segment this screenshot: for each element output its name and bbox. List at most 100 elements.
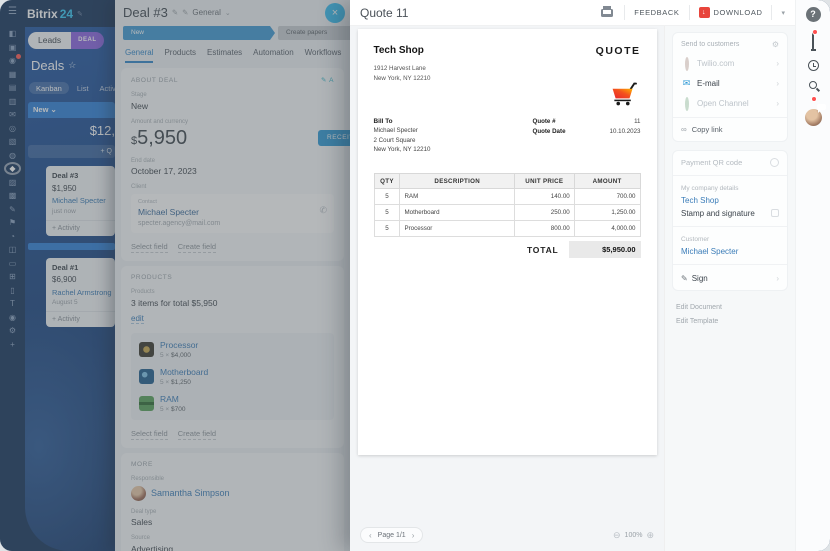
product-row[interactable]: Processor 5 × $4,000 bbox=[139, 340, 326, 359]
end-date-value[interactable]: October 17, 2023 bbox=[131, 166, 197, 176]
pencil-icon[interactable]: ✎ bbox=[171, 8, 179, 17]
select-field-link[interactable]: Select field bbox=[131, 242, 168, 253]
tab-estimates[interactable]: Estimates bbox=[207, 48, 243, 57]
edit-products-link[interactable]: edit bbox=[131, 313, 144, 324]
company-name-link[interactable]: Tech Shop bbox=[681, 195, 719, 205]
calendar-icon[interactable]: ▦ bbox=[8, 69, 17, 79]
send-channel-twilio[interactable]: Twilio.com › bbox=[681, 56, 779, 71]
deal-amount[interactable]: $5,950 bbox=[131, 127, 187, 149]
contact-name[interactable]: Michael Specter bbox=[138, 207, 199, 217]
receive-payment-button[interactable]: RECEIVE PAYMENT bbox=[318, 129, 350, 146]
deal-card[interactable]: Deal #1 $6,900 Rachel Armstrong August 5… bbox=[46, 257, 115, 327]
sites-icon[interactable]: ▨ bbox=[8, 177, 17, 187]
product-row[interactable]: RAM 5 × $700 bbox=[139, 394, 326, 413]
tab-workflows[interactable]: Workflows bbox=[304, 48, 342, 57]
funnel-chip-leads[interactable]: Leads bbox=[28, 32, 72, 49]
zoom-in-icon[interactable]: ⊕ bbox=[646, 530, 654, 540]
marketing-icon[interactable]: ◍ bbox=[9, 150, 16, 160]
feed-icon[interactable]: ◧ bbox=[8, 29, 17, 38]
deal-card-title[interactable]: Deal #1 bbox=[52, 262, 79, 272]
edit-document-link[interactable]: Edit Document bbox=[676, 303, 722, 311]
stage-field-value[interactable]: New bbox=[131, 100, 149, 111]
responsible-name[interactable]: Samantha Simpson bbox=[151, 488, 230, 498]
structure-icon[interactable]: T bbox=[10, 299, 15, 308]
drive-icon[interactable]: ▥ bbox=[8, 96, 17, 106]
time-icon[interactable]: ▭ bbox=[8, 258, 17, 268]
contact-card[interactable]: Contact Michael Specter specter.agency@m… bbox=[131, 194, 334, 233]
next-page-icon[interactable]: › bbox=[411, 530, 415, 540]
create-field-link[interactable]: Create field bbox=[177, 428, 217, 440]
deal-card-title[interactable]: Deal #3 bbox=[52, 171, 79, 180]
deal-type-value[interactable]: Sales bbox=[131, 517, 153, 527]
create-field-link[interactable]: Create field bbox=[177, 242, 217, 253]
spaces-icon[interactable]: ⊞ bbox=[9, 272, 16, 281]
documents-icon[interactable]: ▤ bbox=[8, 83, 17, 92]
stage-pill-new[interactable]: New bbox=[123, 26, 275, 40]
product-row[interactable]: Motherboard 5 × $1,250 bbox=[139, 367, 326, 386]
help-icon[interactable]: ? bbox=[805, 7, 821, 22]
shop-icon[interactable]: ▩ bbox=[8, 191, 17, 200]
product-name[interactable]: RAM bbox=[160, 393, 179, 404]
deal-card-activity-link[interactable]: + Activity bbox=[52, 316, 80, 323]
user-avatar[interactable] bbox=[804, 109, 822, 126]
tab-list[interactable]: List bbox=[76, 83, 89, 93]
quick-deal-button[interactable]: + Q bbox=[28, 145, 115, 158]
close-slideover-button[interactable]: × bbox=[325, 3, 345, 23]
feedback-button[interactable]: FEEDBACK bbox=[634, 8, 680, 17]
funnel-badge-deal[interactable]: DEAL bbox=[71, 32, 104, 49]
product-name[interactable]: Processor bbox=[160, 339, 199, 350]
previous-page-icon[interactable]: ‹ bbox=[369, 530, 372, 540]
workgroups-icon[interactable]: ◎ bbox=[9, 123, 16, 133]
settings-icon[interactable]: ⚙ bbox=[8, 326, 17, 335]
download-button[interactable]: DOWNLOAD bbox=[698, 7, 763, 18]
source-value[interactable]: Advertising bbox=[131, 543, 174, 551]
pencil-icon[interactable]: ✎ bbox=[182, 8, 189, 17]
contact-email[interactable]: specter.agency@mail.com bbox=[138, 220, 221, 227]
send-channel-open-channel[interactable]: Open Channel › bbox=[681, 96, 779, 111]
deal-card-contact[interactable]: Michael Specter bbox=[52, 196, 106, 205]
add-icon[interactable]: + bbox=[10, 339, 15, 349]
print-icon[interactable] bbox=[601, 5, 614, 17]
crm-icon[interactable]: ◆ bbox=[6, 164, 19, 173]
gear-icon[interactable]: ⚙ bbox=[771, 40, 779, 49]
pipeline-selector[interactable]: General bbox=[192, 8, 221, 17]
search-icon[interactable] bbox=[809, 81, 817, 89]
phone-icon[interactable]: ✆ bbox=[319, 205, 327, 215]
copy-link-button[interactable]: ∞ Copy link bbox=[681, 125, 779, 134]
stage-pill-create-papers[interactable]: Create papers bbox=[278, 26, 350, 40]
analytics-icon[interactable]: ◔ bbox=[10, 231, 15, 241]
star-icon[interactable]: ☆ bbox=[68, 60, 77, 70]
tab-general[interactable]: General bbox=[125, 48, 154, 63]
select-field-link[interactable]: Select field bbox=[131, 428, 168, 440]
webmail-icon[interactable]: ✉ bbox=[9, 110, 16, 119]
stamp-signature-checkbox[interactable] bbox=[771, 209, 779, 217]
employees-icon[interactable]: ◫ bbox=[8, 245, 17, 254]
kanban-column-header[interactable]: New ⌄ bbox=[28, 102, 115, 118]
responsible-row[interactable]: Samantha Simpson bbox=[131, 485, 334, 501]
stamp-signature-row[interactable]: Stamp and signature bbox=[681, 209, 779, 218]
zoom-out-icon[interactable]: ⊖ bbox=[613, 530, 621, 540]
deal-card[interactable]: Deal #3 $1,950 Michael Specter just now … bbox=[46, 166, 115, 236]
history-clock-icon[interactable] bbox=[807, 60, 819, 71]
messenger-icon[interactable]: ▣ bbox=[8, 42, 17, 52]
notifications-button[interactable] bbox=[812, 29, 818, 50]
product-name[interactable]: Motherboard bbox=[160, 366, 209, 377]
tab-kanban[interactable]: Kanban bbox=[29, 82, 69, 94]
payment-qr-row[interactable]: Payment QR code bbox=[681, 157, 779, 167]
payment-qr-toggle[interactable] bbox=[770, 157, 779, 167]
about-deal-action[interactable]: ✎ A bbox=[321, 76, 334, 85]
profile-icon[interactable]: ◉ bbox=[9, 312, 16, 322]
tab-products[interactable]: Products bbox=[164, 48, 197, 57]
funnel-selector[interactable]: Leads DEAL bbox=[28, 32, 115, 49]
deal-card-contact[interactable]: Rachel Armstrong bbox=[52, 287, 112, 297]
processes-icon[interactable]: ▯ bbox=[10, 285, 15, 295]
send-channel-email[interactable]: ✉ E-mail › bbox=[681, 78, 779, 89]
edit-template-link[interactable]: Edit Template bbox=[676, 317, 719, 325]
sign-row[interactable]: ✎ Sign › bbox=[681, 274, 779, 283]
tab-automation[interactable]: Automation bbox=[253, 48, 294, 57]
video-calls-icon[interactable]: ◉ bbox=[6, 54, 21, 65]
deal-card-activity-link[interactable]: + Activity bbox=[52, 224, 80, 232]
sign-icon[interactable]: ✎ bbox=[9, 204, 16, 214]
automation-icon[interactable]: ⚑ bbox=[8, 218, 17, 227]
hamburger-menu-icon[interactable]: ☰ bbox=[8, 6, 17, 17]
